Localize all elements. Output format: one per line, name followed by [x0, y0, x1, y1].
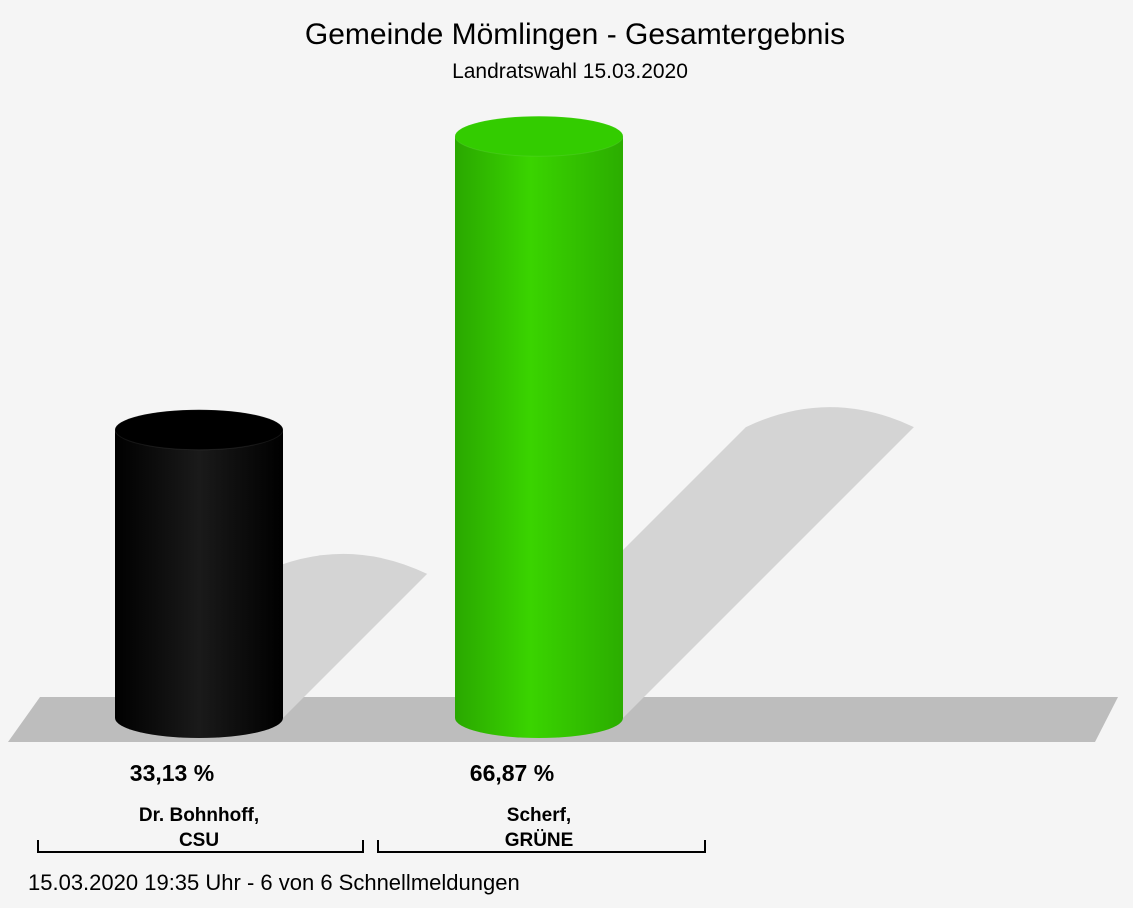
footnote: 15.03.2020 19:35 Uhr - 6 von 6 Schnellme…	[28, 870, 520, 895]
bar-body	[115, 429, 283, 738]
bar	[454, 115, 914, 738]
value-label: 66,87 %	[469, 760, 555, 786]
bar	[114, 409, 428, 738]
brackets	[37, 840, 706, 853]
category-label: Dr. Bohnhoff, CSU	[138, 805, 260, 851]
chart-title: Gemeinde Mömlingen - Gesamtergebnis	[304, 18, 846, 51]
category-label: Scherf, GRÜNE	[504, 805, 574, 851]
chart-subtitle: Landratswahl 15.03.2020	[452, 60, 688, 83]
bar-body	[455, 136, 623, 738]
value-label: 33,13 %	[129, 760, 215, 786]
bar-top	[454, 115, 624, 157]
bar-top	[114, 409, 284, 451]
